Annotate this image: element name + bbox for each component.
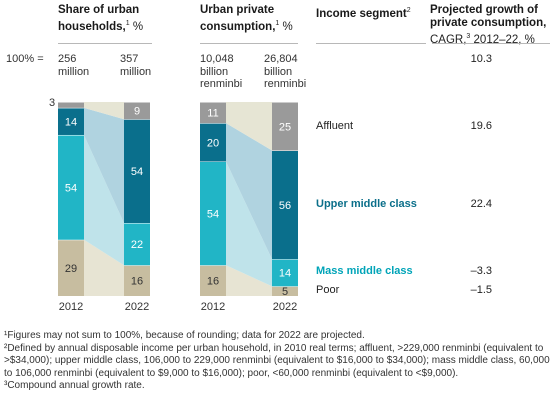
bar-0-2022-3 [124,102,150,120]
band-1-3 [226,102,272,151]
bar-value-label-1-0-1: 54 [207,208,219,220]
consumption-header-rule [200,43,298,44]
bar-value-label-0-1-0: 16 [131,276,143,288]
households-header-rule [58,43,152,44]
bar-value-label-1-1-2: 56 [279,200,291,212]
growth-header: Projected growth of private consumption,… [430,4,547,46]
households-2022-total: 357 million [120,53,152,78]
growth-poor: –1.5 [470,284,492,296]
bar-1-2012-2 [200,123,226,162]
x-tick-label-0-1: 2022 [125,301,149,313]
footnotes: ¹Figures may not sum to 100%, because of… [4,330,550,393]
bar-1-2022-1 [272,259,298,287]
bar-0-2012-1 [58,134,84,240]
households-2012-total: 256 million [58,53,90,78]
stacked-bar-charts: 29 54 14 3 16 22 54 9 2012 2022 16 54 20 11 5 14 56 25 201… [49,97,298,313]
bar-value-label-0-0-1: 54 [65,182,77,194]
totals-label: 100% = [6,53,44,65]
bar-value-label-1-0-0: 16 [207,276,219,288]
x-tick-label-1-1: 2022 [273,301,297,313]
bar-0-2012-0 [58,239,84,296]
footnote-3: ³Compound annual growth rate. [4,380,145,391]
bar-value-label-0-1-2: 54 [131,166,143,178]
consumption-header: Urban private consumption,1 % [200,4,293,33]
bar-value-label-1-0-3: 11 [207,108,218,120]
growth-header-rule [432,43,550,44]
band-0-1 [84,134,124,266]
bar-value-label-1-1-1: 14 [279,268,291,280]
bar-0-2022-1 [124,223,150,266]
households-header: Share of urban households,1 % [58,4,144,33]
bar-value-label-1-1-0: 5 [282,286,288,298]
bar-value-label-0-0-0: 29 [65,263,77,275]
bar-value-label-0-0-3: 3 [49,97,55,109]
bar-value-label-0-1-3: 9 [134,106,140,118]
bar-1-2012-3 [200,102,226,124]
segment-header-rule [316,43,426,44]
consumption-2012-total: 10,048 billion renminbi [200,53,243,90]
footnote-1: ¹Figures may not sum to 100%, because of… [4,330,365,341]
growth-mass-middle: –3.3 [470,265,492,277]
x-tick-label-1-0: 2012 [201,301,225,313]
segment-label-affluent: Affluent [316,120,354,132]
bar-0-2022-2 [124,119,150,224]
segment-label-upper-middle: Upper middle class [316,198,417,210]
segment-header: Income segment2 [316,7,411,20]
band-0-0 [84,239,124,296]
band-1-1 [226,161,272,287]
consumption-2022-total: 26,804 billion renminbi [264,53,307,90]
bar-0-2012-3 [58,102,84,108]
band-1-2 [226,123,272,260]
bar-1-2022-0 [272,286,298,296]
segment-label-poor: Poor [316,284,340,296]
bar-1-2012-1 [200,161,226,266]
bar-0-2022-0 [124,265,150,296]
bar-value-label-1-1-3: 25 [279,121,291,133]
segment-label-mass-middle: Mass middle class [316,265,413,277]
growth-upper-middle: 22.4 [470,198,492,210]
bar-value-label-0-0-2: 14 [65,116,77,128]
bar-1-2012-0 [200,265,226,296]
x-tick-label-0-0: 2012 [59,301,83,313]
bar-value-label-1-0-2: 20 [207,137,219,149]
footnote-2: ²Defined by annual disposable income per… [4,342,550,379]
band-1-0 [226,265,272,296]
bar-0-2012-2 [58,107,84,135]
growth-total: 10.3 [470,53,492,65]
band-0-2 [84,107,124,224]
growth-affluent: 19.6 [470,120,492,132]
bar-value-label-0-1-1: 22 [131,239,143,251]
bar-1-2022-3 [272,102,298,151]
band-0-3 [84,102,124,120]
bar-1-2022-2 [272,150,298,260]
